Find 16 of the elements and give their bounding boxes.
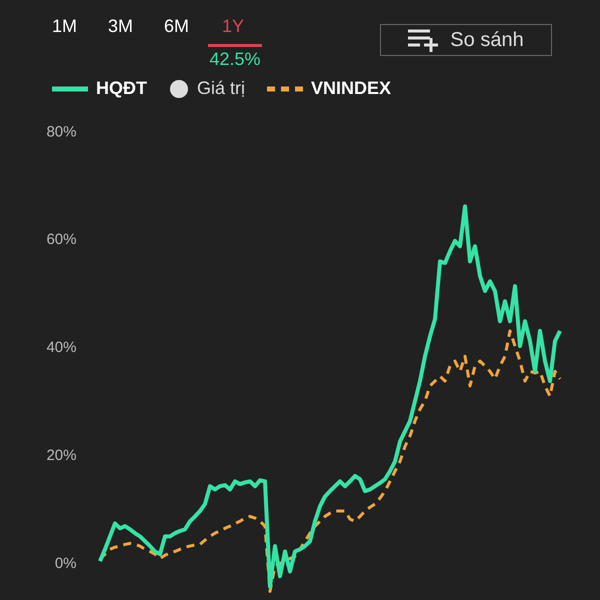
y-tick-label: 40% (46, 339, 76, 356)
y-tick-label: 0% (54, 554, 76, 572)
text: 3M (108, 16, 134, 37)
legend-label: HQĐT (96, 78, 147, 99)
y-tick-label: 60% (46, 231, 76, 248)
text: 42.5% (208, 44, 262, 70)
text: Giá trị (197, 78, 246, 99)
y-tick-label: 80% (46, 123, 76, 140)
text: 6M (164, 16, 190, 37)
text: 1Y (222, 16, 244, 37)
line-series (98, 329, 562, 593)
line-series (98, 204, 562, 589)
text: So sánh (450, 28, 524, 52)
legend-label: VNINDEX (311, 78, 392, 99)
y-tick-label: 20% (46, 446, 76, 464)
text: 1M (52, 16, 78, 37)
